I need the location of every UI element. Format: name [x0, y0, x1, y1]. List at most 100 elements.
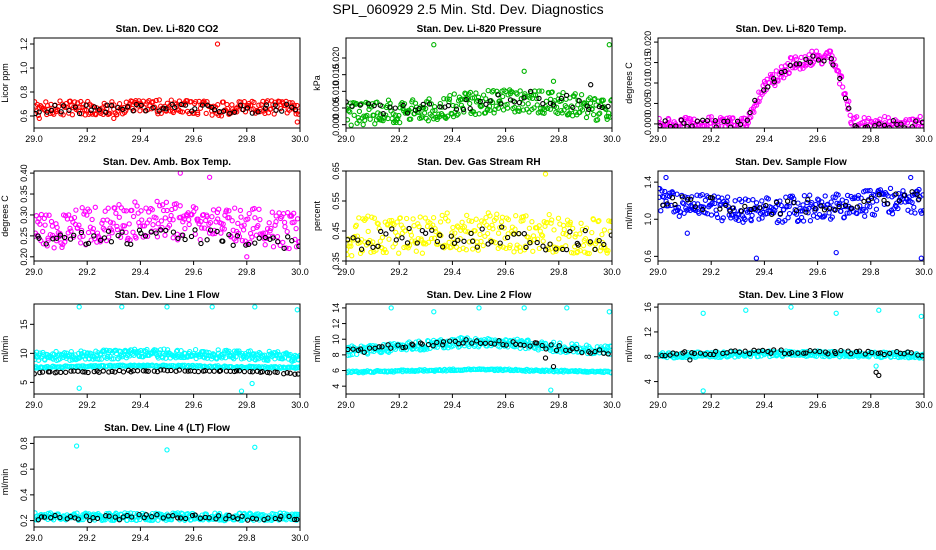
- data-point: [192, 346, 199, 353]
- data-point: [898, 121, 904, 127]
- data-point: [556, 343, 562, 349]
- data-point: [550, 249, 556, 255]
- data-point: [778, 347, 784, 353]
- data-point: [490, 87, 496, 94]
- data-point: [804, 199, 810, 206]
- data-point: [143, 108, 149, 114]
- data-point: [786, 203, 792, 210]
- data-point: [449, 230, 455, 236]
- data-point: [34, 233, 38, 239]
- data-point: [589, 229, 595, 236]
- data-point-outlier: [294, 119, 300, 125]
- x-tick-label: 29.4: [132, 134, 150, 144]
- y-tick-label: 1.2: [19, 38, 29, 51]
- data-point: [210, 207, 217, 213]
- data-point: [563, 246, 570, 253]
- data-point: [237, 207, 244, 214]
- data-point: [399, 235, 405, 241]
- data-point: [876, 192, 882, 198]
- data-point: [292, 106, 299, 113]
- data-point: [445, 102, 452, 109]
- data-point: [495, 105, 502, 111]
- chart-line2-flow: Stan. Dev. Line 2 Flow ml/min 29.0 29.2 29.4…: [312, 290, 621, 410]
- data-point: [105, 228, 112, 234]
- data-point: [43, 212, 49, 218]
- data-point: [136, 511, 142, 518]
- data-point: [539, 342, 545, 349]
- data-point: [431, 235, 438, 241]
- data-point: [845, 348, 851, 354]
- data-point: [186, 217, 192, 223]
- data-point: [890, 118, 896, 124]
- data-point: [153, 230, 159, 236]
- data-point: [144, 346, 150, 353]
- data-point: [442, 114, 448, 121]
- data-point: [140, 368, 147, 374]
- data-point: [67, 236, 74, 242]
- data-point: [269, 209, 275, 215]
- data-point: [845, 106, 851, 112]
- data-point: [129, 514, 135, 520]
- data-point-outlier: [521, 305, 527, 311]
- data-point: [463, 96, 469, 103]
- data-point: [294, 216, 300, 222]
- data-point: [605, 103, 611, 110]
- data-point: [383, 249, 389, 256]
- data-point: [730, 115, 736, 121]
- data-point: [116, 214, 122, 220]
- data-point: [792, 54, 799, 60]
- data-point: [102, 208, 108, 214]
- data-point: [259, 369, 265, 375]
- data-point: [357, 102, 363, 108]
- data-point: [186, 221, 192, 228]
- data-point-outlier: [550, 78, 557, 84]
- data-point: [742, 216, 748, 223]
- data-point: [251, 99, 257, 106]
- data-point: [91, 363, 97, 369]
- data-point: [220, 108, 227, 114]
- data-point: [277, 242, 283, 249]
- data-point-outlier: [918, 255, 924, 261]
- data-point: [410, 97, 416, 103]
- data-point: [467, 105, 473, 112]
- data-point: [85, 369, 91, 376]
- data-point: [536, 245, 542, 252]
- data-point: [547, 106, 554, 112]
- data-point: [895, 190, 902, 197]
- data-point: [684, 123, 690, 128]
- data-point: [66, 212, 72, 218]
- data-point: [503, 245, 509, 252]
- data-point: [285, 234, 291, 240]
- data-point: [857, 203, 863, 209]
- data-point: [755, 353, 761, 360]
- data-point: [419, 250, 426, 256]
- data-point: [83, 513, 90, 519]
- data-point: [579, 349, 585, 356]
- data-point: [590, 216, 597, 223]
- data-point: [724, 118, 731, 124]
- data-point: [368, 104, 375, 110]
- data-point: [109, 368, 115, 375]
- data-point-outlier: [550, 363, 557, 370]
- data-point: [291, 516, 298, 523]
- data-point: [425, 118, 431, 124]
- data-point: [858, 195, 864, 201]
- data-point: [463, 337, 469, 343]
- data-point-outlier: [700, 310, 706, 316]
- data-point: [812, 348, 818, 354]
- data-point-outlier: [206, 174, 213, 180]
- data-point: [511, 231, 517, 237]
- data-point: [238, 102, 244, 108]
- data-point-outlier: [209, 304, 215, 310]
- data-point: [915, 123, 922, 128]
- data-point: [379, 234, 386, 241]
- data-point: [658, 115, 662, 122]
- data-point: [865, 188, 871, 194]
- data-point: [256, 206, 262, 212]
- x-tick-label: 29.8: [238, 400, 256, 410]
- data-point: [63, 369, 69, 375]
- data-point: [454, 112, 460, 118]
- x-tick-label: 29.6: [497, 267, 515, 277]
- data-point: [500, 341, 506, 348]
- data-point: [260, 230, 266, 236]
